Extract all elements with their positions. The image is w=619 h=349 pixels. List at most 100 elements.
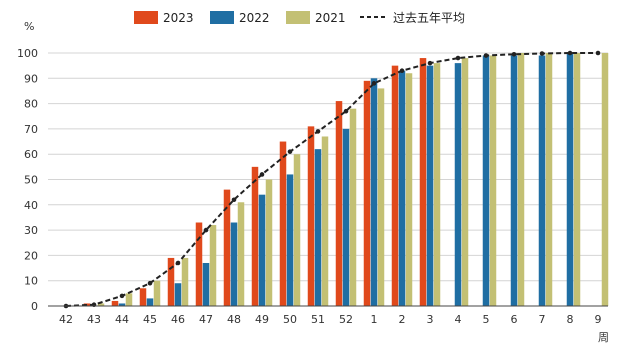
bar-2022-1 — [370, 78, 378, 306]
y-tick-label: 50 — [24, 174, 38, 187]
y-tick-label: 90 — [24, 72, 38, 85]
average-point-6 — [511, 51, 517, 57]
bar-2023-3 — [419, 58, 427, 307]
bar-2021-50 — [293, 154, 301, 306]
bar-2022-6 — [510, 55, 518, 306]
bar-2023-46 — [167, 257, 175, 306]
bar-2023-48 — [223, 189, 231, 306]
x-tick-label: 5 — [483, 313, 490, 326]
bar-2022-51 — [314, 149, 322, 306]
average-point-44 — [119, 293, 125, 299]
y-tick-label: 40 — [24, 199, 38, 212]
bar-2022-45 — [146, 298, 154, 306]
bar-2021-5 — [489, 55, 497, 306]
bar-2023-45 — [139, 288, 147, 306]
bar-2021-4 — [461, 58, 469, 307]
bar-2023-44 — [111, 300, 119, 306]
bar-2023-47 — [195, 222, 203, 306]
x-tick-label: 42 — [59, 313, 73, 326]
y-tick-label: 30 — [24, 224, 38, 237]
x-tick-label: 8 — [567, 313, 574, 326]
average-point-4 — [455, 55, 461, 61]
bar-2022-52 — [342, 128, 350, 306]
x-tick-label: 45 — [143, 313, 157, 326]
x-tick-label: 47 — [199, 313, 213, 326]
legend: 2023 2022 2021 过去五年平均 — [134, 11, 465, 25]
x-tick-label: 43 — [87, 313, 101, 326]
average-point-9 — [595, 50, 601, 56]
legend-label-2023: 2023 — [163, 11, 194, 25]
bar-2021-3 — [433, 63, 441, 307]
bar-2022-5 — [482, 55, 490, 306]
y-axis-unit: % — [24, 20, 34, 33]
average-point-5 — [483, 53, 489, 58]
average-point-50 — [287, 149, 293, 154]
x-tick-label: 3 — [427, 313, 434, 326]
bar-2023-51 — [307, 126, 315, 307]
x-tick-label: 1 — [371, 313, 378, 326]
legend-swatch-2023 — [134, 11, 158, 24]
bar-2021-45 — [153, 280, 161, 306]
bar-2022-48 — [230, 222, 238, 306]
x-tick-label: 46 — [171, 313, 185, 326]
average-point-52 — [343, 108, 349, 114]
average-point-1 — [371, 81, 377, 86]
bar-2023-50 — [279, 141, 287, 306]
bar-2021-47 — [209, 225, 217, 306]
bar-2023-52 — [335, 101, 343, 306]
x-tick-label: 51 — [311, 313, 325, 326]
x-tick-label: 48 — [227, 313, 241, 326]
bar-2022-8 — [566, 53, 574, 306]
bar-2021-1 — [377, 88, 385, 306]
bar-2021-9 — [601, 53, 609, 306]
average-point-49 — [259, 172, 265, 177]
average-point-45 — [147, 280, 153, 286]
bar-2021-7 — [545, 53, 553, 306]
legend-swatch-2022 — [210, 11, 234, 24]
bar-2023-2 — [391, 65, 399, 307]
bar-2021-2 — [405, 73, 413, 307]
bar-2022-46 — [174, 283, 182, 306]
average-point-7 — [539, 51, 545, 56]
bar-2022-44 — [118, 303, 126, 306]
x-tick-label: 7 — [539, 313, 546, 326]
average-point-46 — [175, 260, 181, 266]
average-point-2 — [399, 68, 405, 74]
bar-2021-52 — [349, 108, 357, 306]
average-point-47 — [203, 227, 209, 233]
bar-2021-49 — [265, 179, 273, 306]
average-point-51 — [315, 129, 321, 134]
bars — [83, 53, 609, 307]
y-tick-label: 70 — [24, 123, 38, 136]
bar-2021-48 — [237, 202, 245, 306]
x-axis-ticks: 42 43 44 45 46 47 48 49 50 51 52 1 2 3 4 5 6 7 8 9 — [59, 313, 602, 326]
x-tick-label: 50 — [283, 313, 297, 326]
y-tick-label: 100 — [17, 47, 38, 60]
x-tick-label: 44 — [115, 313, 129, 326]
bar-2021-43 — [97, 303, 105, 306]
bar-2022-50 — [286, 174, 294, 306]
x-tick-label: 9 — [595, 313, 602, 326]
x-tick-label: 4 — [455, 313, 462, 326]
bar-2021-6 — [517, 53, 525, 306]
y-tick-label: 0 — [31, 300, 38, 313]
average-line-path — [65, 52, 598, 307]
y-tick-label: 10 — [24, 275, 38, 288]
y-tick-label: 80 — [24, 98, 38, 111]
legend-label-average: 过去五年平均 — [393, 11, 465, 25]
x-tick-label: 52 — [339, 313, 353, 326]
y-axis-ticks: 0 10 20 30 40 50 60 70 80 90 100 — [17, 47, 38, 313]
average-point-3 — [427, 60, 433, 66]
bar-2022-2 — [398, 70, 406, 307]
x-tick-label: 2 — [399, 313, 406, 326]
x-tick-label: 6 — [511, 313, 518, 326]
bar-2021-44 — [125, 293, 133, 306]
bar-2021-46 — [181, 257, 189, 306]
bar-2021-8 — [573, 53, 581, 306]
average-point-8 — [567, 50, 573, 56]
bar-2023-49 — [251, 166, 259, 306]
bar-2021-51 — [321, 136, 329, 306]
bar-2022-47 — [202, 262, 210, 306]
legend-label-2022: 2022 — [239, 11, 270, 25]
